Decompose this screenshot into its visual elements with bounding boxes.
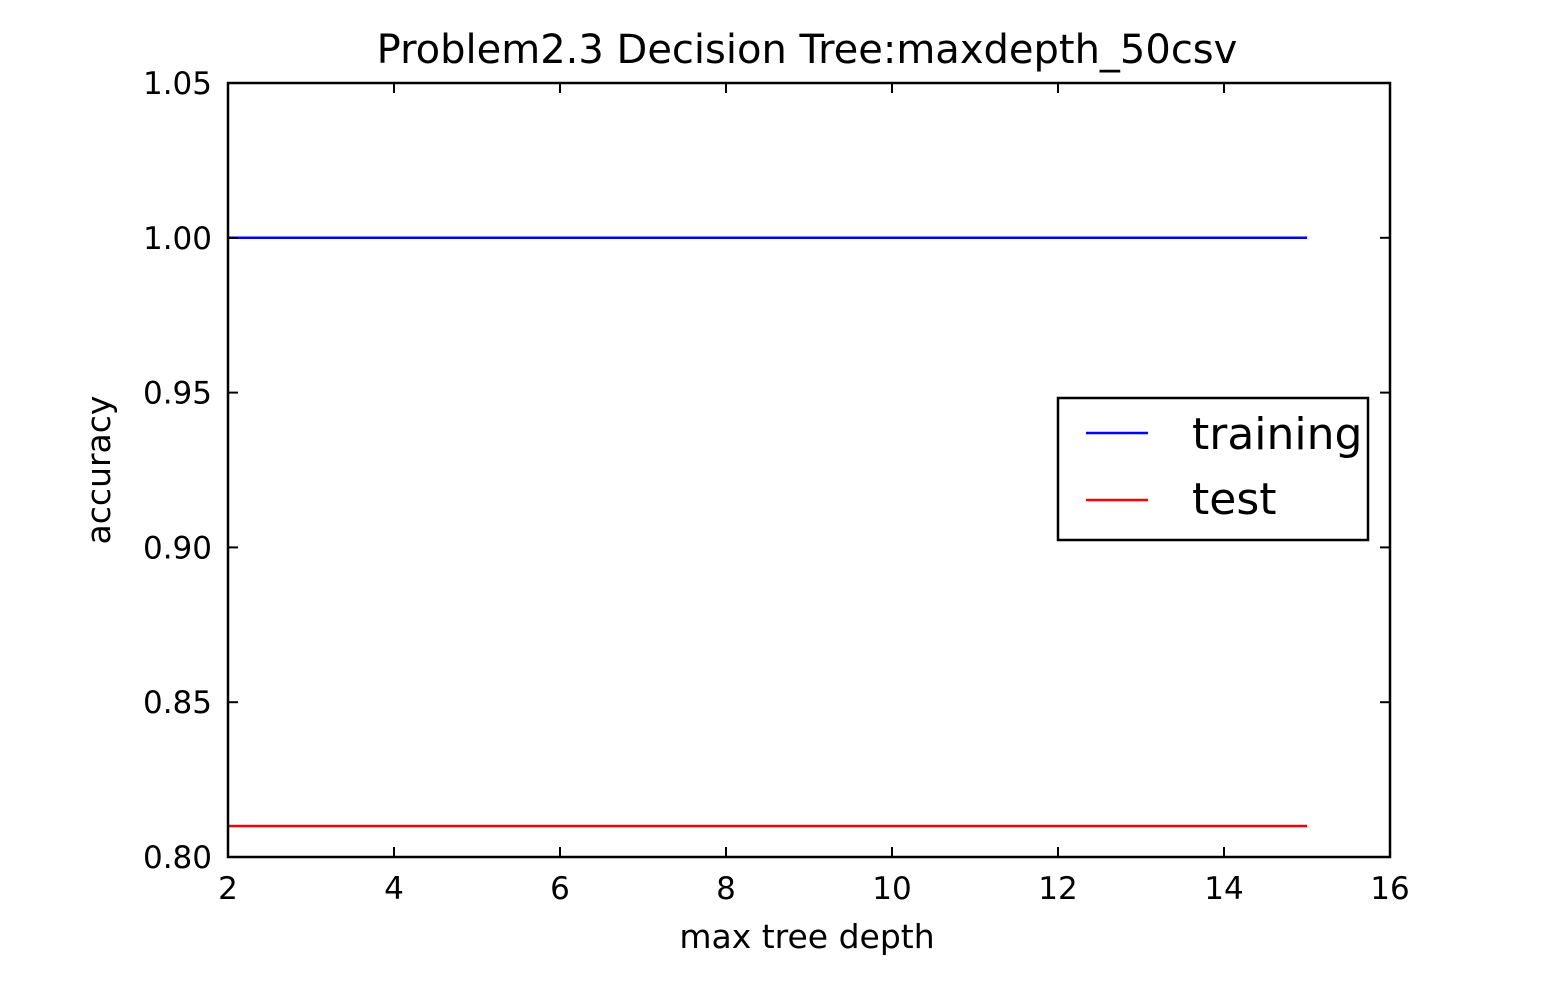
chart-title: Problem2.3 Decision Tree:maxdepth_50csv bbox=[377, 27, 1238, 73]
plot-frame bbox=[226, 81, 1392, 859]
x-tick-label: 6 bbox=[550, 871, 570, 907]
series-layer bbox=[228, 236, 1307, 828]
y-axis-label: accuracy bbox=[79, 396, 118, 545]
x-tick-label: 16 bbox=[1370, 871, 1409, 907]
y-tick-label: 0.80 bbox=[143, 840, 212, 876]
y-tick-label: 0.85 bbox=[143, 685, 212, 721]
x-tick-label: 2 bbox=[218, 871, 238, 907]
legend: training test bbox=[1056, 396, 1370, 542]
x-tick-label: 8 bbox=[716, 871, 736, 907]
y-tick-label: 0.90 bbox=[143, 530, 212, 566]
x-tick-label: 4 bbox=[384, 871, 404, 907]
x-tick-label: 10 bbox=[872, 871, 911, 907]
legend-frame bbox=[1056, 396, 1370, 542]
x-tick-label: 12 bbox=[1038, 871, 1077, 907]
x-tick-label: 14 bbox=[1204, 871, 1243, 907]
legend-label-test: test bbox=[1192, 474, 1277, 525]
y-tick-label: 1.05 bbox=[143, 66, 212, 102]
legend-label-training: training bbox=[1192, 409, 1362, 460]
ticks-layer: 2 4 6 8 10 12 14 16 0.80 0.85 0.90 0.95 1.00 1.05 bbox=[143, 66, 1410, 907]
x-axis-label: max tree depth bbox=[679, 917, 934, 956]
y-tick-label: 1.00 bbox=[143, 221, 212, 257]
y-tick-label: 0.95 bbox=[143, 376, 212, 412]
